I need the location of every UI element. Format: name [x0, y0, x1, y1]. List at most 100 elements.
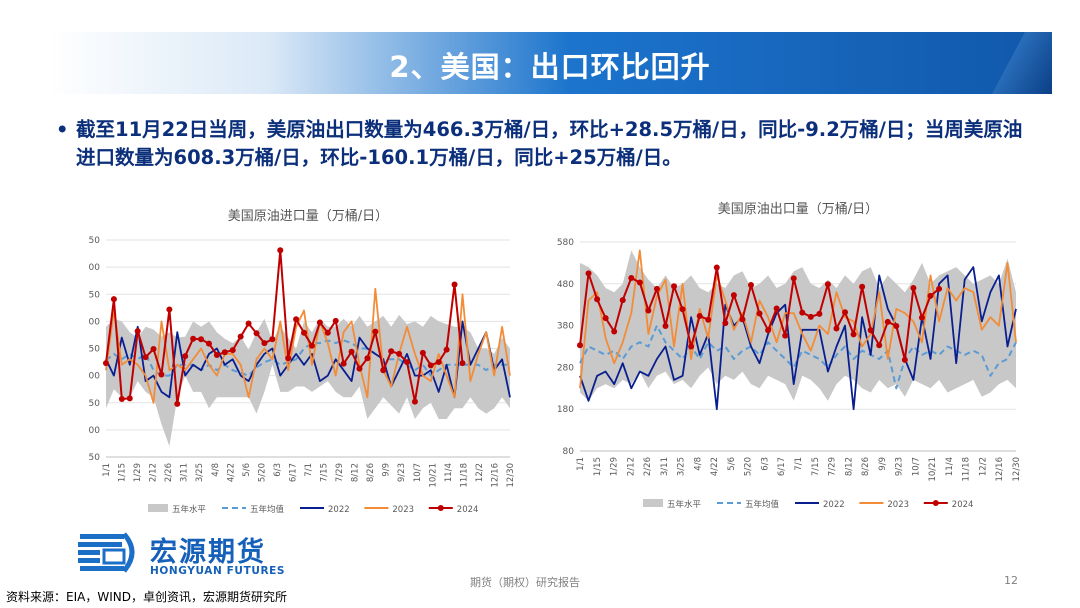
point-2024 [739, 316, 746, 323]
y-tick-label: 750 [88, 290, 100, 300]
x-tick-label: 12/16 [490, 463, 500, 488]
x-tick-label: 11/4 [444, 463, 454, 482]
x-tick-label: 7/15 [811, 457, 821, 476]
x-tick-label: 1/1 [576, 457, 586, 471]
legend-marker [437, 505, 444, 511]
point-2024 [427, 362, 434, 369]
x-tick-label: 5/20 [744, 457, 754, 476]
point-2024 [790, 275, 797, 282]
point-2024 [782, 332, 789, 339]
y-tick-label: 580 [557, 238, 574, 248]
point-2024 [816, 310, 823, 317]
point-2024 [602, 315, 609, 322]
point-2024 [594, 296, 601, 303]
point-2024 [577, 342, 583, 349]
point-2024 [404, 359, 411, 366]
x-tick-label: 12/2 [978, 457, 988, 476]
point-2024 [364, 355, 371, 362]
x-tick-label: 3/25 [195, 463, 205, 482]
point-2024 [636, 279, 643, 286]
legend-label: 2022 [328, 505, 350, 515]
point-2024 [671, 283, 678, 290]
legend-2022: 2022 [300, 505, 350, 515]
point-2024 [918, 314, 925, 321]
x-tick-label: 5/6 [242, 463, 252, 477]
logo-english-name: HONGYUAN FUTURES [150, 565, 286, 577]
point-2024 [688, 343, 695, 350]
point-2024 [285, 355, 292, 362]
point-2024 [372, 328, 379, 335]
point-2024 [110, 296, 117, 303]
x-tick-label: 11/18 [459, 463, 469, 488]
x-tick-label: 12/16 [995, 457, 1005, 482]
x-tick-label: 1/15 [593, 457, 603, 476]
point-2024 [419, 349, 426, 356]
point-2024 [190, 335, 197, 342]
point-2024 [807, 313, 814, 320]
y-tick-label: 650 [88, 345, 100, 355]
point-2024 [166, 306, 173, 313]
legend-label: 五年均值 [745, 499, 780, 510]
y-tick-label: 450 [88, 453, 100, 463]
point-2024 [205, 340, 212, 347]
point-2024 [103, 360, 109, 367]
y-tick-label: 600 [88, 372, 100, 382]
point-2024 [747, 282, 754, 289]
x-tick-label: 10/21 [928, 457, 938, 482]
x-tick-label: 12/2 [475, 463, 485, 482]
y-tick-label: 280 [557, 363, 574, 373]
x-tick-label: 12/30 [506, 463, 516, 488]
x-tick-label: 1/29 [133, 463, 143, 482]
point-2024 [765, 327, 772, 334]
point-2024 [705, 316, 712, 323]
page-title: 2、美国：出口环比回升 [389, 50, 711, 84]
point-2024 [388, 348, 395, 355]
y-tick-label: 500 [88, 426, 100, 436]
company-logo: 宏源期货 HONGYUAN FUTURES [78, 528, 318, 580]
point-2024 [356, 365, 363, 372]
x-tick-label: 6/3 [760, 457, 770, 471]
x-tick-label: 3/11 [660, 457, 670, 476]
summary-text: 截至11月22日当周，美原油出口数量为466.3万桶/日，环比+28.5万桶/日… [76, 118, 1023, 169]
x-tick-label: 4/22 [710, 457, 720, 476]
point-2024 [134, 328, 141, 335]
legend-2023: 2023 [364, 505, 414, 515]
legend-five-year-average: 五年均值 [222, 504, 285, 515]
point-2024 [459, 360, 466, 367]
point-2024 [893, 323, 900, 330]
bullet-marker: • [56, 118, 69, 141]
point-2024 [443, 346, 450, 353]
point-2024 [936, 285, 943, 292]
x-tick-label: 10/7 [413, 463, 423, 482]
x-tick-label: 9/9 [382, 463, 392, 477]
point-2024 [277, 247, 284, 254]
summary-bullet: • 截至11月22日当周，美原油出口数量为466.3万桶/日，环比+28.5万桶… [56, 116, 1036, 172]
five-year-range-area [106, 314, 510, 447]
x-tick-label: 6/17 [288, 463, 298, 482]
x-tick-label: 2/26 [164, 463, 174, 482]
chart-title: 美国原油进口量（万桶/日） [228, 209, 388, 224]
legend-swatch [148, 504, 168, 512]
series-2024-line [105, 249, 464, 405]
x-tick-label: 1/1 [102, 463, 112, 477]
legend-label: 五年水平 [667, 499, 702, 510]
x-tick-label: 11/18 [962, 457, 972, 482]
x-tick-label: 1/15 [118, 463, 128, 482]
point-2024 [221, 349, 228, 356]
point-2024 [585, 270, 592, 277]
point-2024 [332, 317, 339, 324]
five-year-average-line [579, 324, 1017, 390]
legend-swatch [643, 499, 663, 507]
x-tick-label: 6/3 [273, 463, 283, 477]
y-tick-label: 700 [88, 317, 100, 327]
legend-label: 五年水平 [172, 504, 207, 515]
point-2024 [245, 320, 252, 327]
y-tick-label: 480 [557, 280, 574, 290]
legend-label: 2022 [823, 500, 845, 510]
point-2024 [237, 333, 244, 340]
y-tick-label: 80 [563, 447, 575, 457]
point-2024 [293, 316, 300, 323]
point-2024 [901, 356, 908, 363]
y-tick-label: 180 [557, 405, 574, 415]
legend-five-year-range: 五年水平 [643, 499, 702, 510]
